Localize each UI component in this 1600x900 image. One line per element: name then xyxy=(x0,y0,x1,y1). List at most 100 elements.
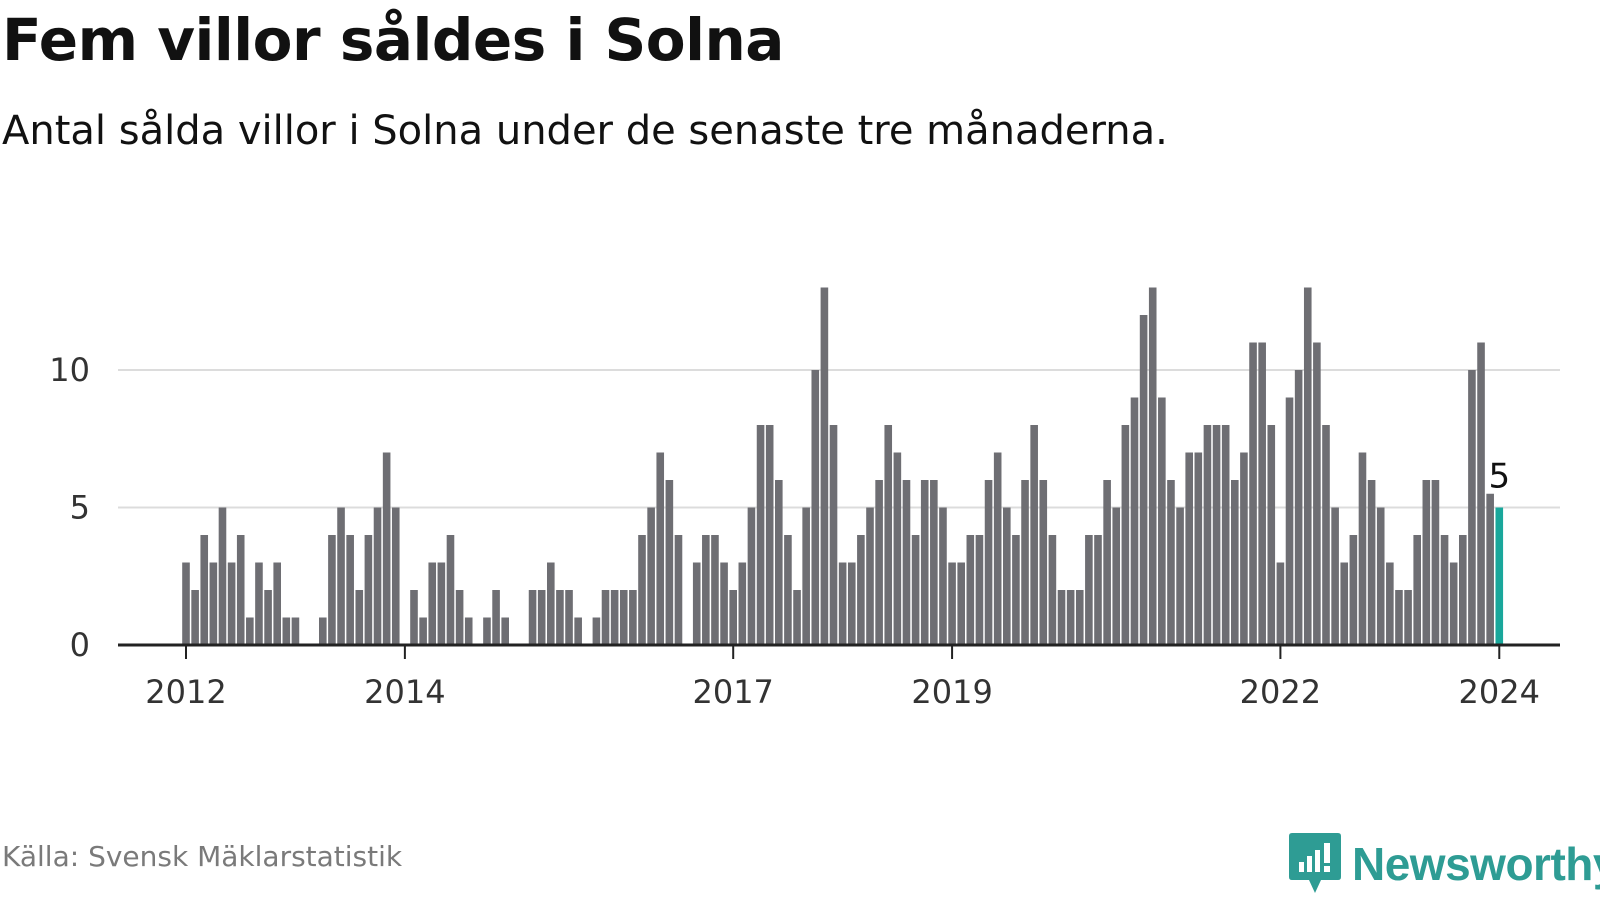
bar xyxy=(1413,535,1421,645)
bar-chart: 0 5 10 2012 2014 2017 2019 2022 2024 5 xyxy=(49,287,1560,711)
bar xyxy=(455,590,464,645)
bar xyxy=(692,562,701,645)
bar xyxy=(337,507,345,645)
bar xyxy=(875,480,883,645)
bar xyxy=(1294,370,1303,645)
bar xyxy=(1303,287,1312,645)
bar xyxy=(373,507,382,645)
bar xyxy=(647,507,655,645)
bar xyxy=(319,617,327,645)
bar xyxy=(711,535,719,645)
bar xyxy=(528,590,537,645)
bar xyxy=(501,617,509,645)
bar xyxy=(1468,370,1476,645)
bar xyxy=(1449,562,1458,645)
bar xyxy=(1249,342,1257,645)
highlight-bar xyxy=(1495,507,1504,645)
bar xyxy=(410,590,418,645)
bar xyxy=(1048,535,1057,645)
bar xyxy=(829,425,838,645)
bar xyxy=(282,617,291,645)
bar xyxy=(902,480,911,645)
bar xyxy=(364,535,373,645)
bar xyxy=(382,452,391,645)
bar xyxy=(1075,590,1084,645)
bar xyxy=(291,617,300,645)
bar xyxy=(1194,452,1203,645)
bar xyxy=(236,535,245,645)
bar xyxy=(1212,425,1221,645)
bar xyxy=(1395,590,1403,645)
bar xyxy=(747,507,756,645)
bar xyxy=(1313,342,1321,645)
brand-logo[interactable]: Newsworthy xyxy=(1288,828,1600,900)
bar xyxy=(1167,480,1175,645)
bar xyxy=(428,562,437,645)
bar xyxy=(246,617,254,645)
bar xyxy=(547,562,555,645)
bar xyxy=(1203,425,1212,645)
x-tick-label: 2019 xyxy=(911,673,992,711)
bar xyxy=(200,535,209,645)
bar xyxy=(592,617,601,645)
bar xyxy=(1340,562,1349,645)
bar xyxy=(948,562,956,645)
x-tick-label: 2024 xyxy=(1459,673,1540,711)
bar xyxy=(1477,342,1485,645)
bar xyxy=(1130,397,1139,645)
bar xyxy=(893,452,902,645)
bar xyxy=(264,590,272,645)
bar xyxy=(847,562,856,645)
bar xyxy=(1431,480,1440,645)
bar xyxy=(227,562,236,645)
bar xyxy=(720,562,728,645)
bar xyxy=(1094,535,1102,645)
bar xyxy=(492,590,500,645)
bar xyxy=(1003,507,1011,645)
bar xyxy=(1085,535,1093,645)
bar xyxy=(811,370,820,645)
bar xyxy=(1112,507,1121,645)
bar xyxy=(756,425,765,645)
bar xyxy=(391,507,400,645)
source-credit: Källa: Svensk Mäklarstatistik xyxy=(2,840,403,873)
bar xyxy=(209,562,218,645)
bar xyxy=(729,590,737,645)
brand-name: Newsworthy xyxy=(1352,838,1600,890)
bar xyxy=(1440,535,1449,645)
bar xyxy=(674,535,683,645)
bar xyxy=(1276,562,1285,645)
bar xyxy=(920,480,929,645)
bar xyxy=(1267,425,1276,645)
bar xyxy=(1349,535,1358,645)
bar xyxy=(1066,590,1075,645)
bar xyxy=(1240,452,1248,645)
highlight-value-label: 5 xyxy=(1488,457,1510,497)
bar xyxy=(784,535,792,645)
bar xyxy=(619,590,628,645)
bar xyxy=(355,590,364,645)
bar xyxy=(1231,480,1239,645)
bar-chart-speech-bubble-icon xyxy=(1289,833,1341,893)
bar xyxy=(182,562,190,645)
bar xyxy=(419,617,427,645)
bar xyxy=(911,535,920,645)
bar xyxy=(1258,342,1266,645)
bar xyxy=(702,535,710,645)
y-tick-label: 0 xyxy=(70,626,90,664)
bar xyxy=(765,425,774,645)
bar xyxy=(328,535,336,645)
bar xyxy=(866,507,874,645)
y-tick-label: 10 xyxy=(49,351,90,389)
y-tick-label: 5 xyxy=(70,489,90,527)
bar xyxy=(957,562,965,645)
bar xyxy=(1148,287,1157,645)
bar xyxy=(1331,507,1339,645)
bar xyxy=(1185,452,1193,645)
bar xyxy=(738,562,747,645)
bar xyxy=(601,590,610,645)
chart-title: Fem villor såldes i Solna xyxy=(2,6,784,74)
bar xyxy=(483,617,491,645)
bar xyxy=(1139,315,1148,645)
x-tick-label: 2017 xyxy=(692,673,773,711)
